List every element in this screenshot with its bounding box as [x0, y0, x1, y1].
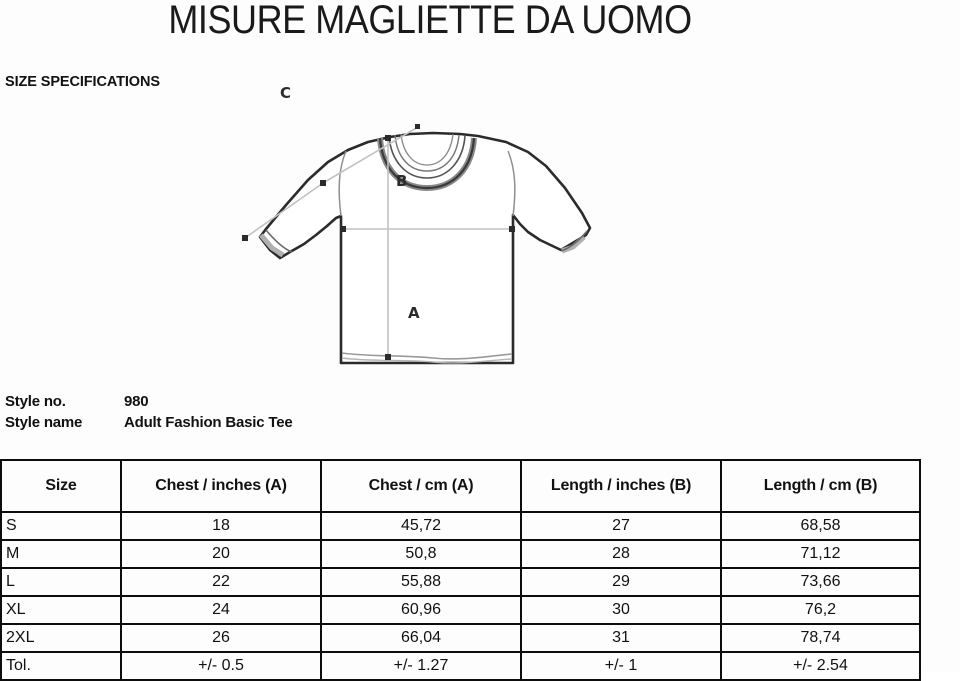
measure-line-c-ext	[322, 126, 419, 184]
cell-size: 2XL	[0, 623, 122, 653]
tshirt-illustration	[242, 124, 592, 365]
hem-wave-2	[341, 357, 513, 364]
collar-rib-3	[400, 133, 454, 166]
measure-label-chest: A	[408, 304, 420, 322]
size-chart-table: Size Chest / inches (A) Chest / cm (A) L…	[0, 459, 921, 681]
cell-chest-inches: 26	[120, 623, 322, 653]
cell-size: L	[0, 567, 122, 597]
table-row: L 22 55,88 29 73,66	[0, 567, 921, 597]
left-sleeve-hem-line	[265, 229, 293, 253]
measure-label-length: B	[396, 172, 408, 190]
style-no-value: 980	[124, 393, 149, 410]
measure-c-marker-sleeve	[242, 235, 248, 241]
style-no-label: Style no.	[5, 393, 66, 410]
collar-outer-line	[378, 137, 476, 190]
cell-length-cm: +/- 2.54	[720, 651, 921, 681]
left-sleeve-hem-band	[259, 233, 285, 258]
cell-length-cm: 73,66	[720, 567, 921, 597]
left-armhole-seam	[338, 150, 347, 217]
cell-chest-cm: +/- 1.27	[320, 651, 522, 681]
style-name-value: Adult Fashion Basic Tee	[124, 414, 293, 431]
table-row: S 18 45,72 27 68,58	[0, 511, 921, 541]
column-header-length-in: Length / inches (B)	[520, 459, 722, 513]
cell-length-cm: 68,58	[720, 511, 921, 541]
cell-chest-inches: 20	[120, 539, 322, 569]
cell-chest-cm: 45,72	[320, 511, 522, 541]
collar-rib-2	[394, 134, 460, 172]
measure-b-marker-bottom	[385, 354, 391, 360]
cell-length-inches: 29	[520, 567, 722, 597]
cell-length-inches: +/- 1	[520, 651, 722, 681]
cell-length-inches: 27	[520, 511, 722, 541]
cell-size: Tol.	[0, 651, 122, 681]
column-header-size: Size	[0, 459, 122, 513]
tshirt-outline	[258, 131, 592, 365]
hem-wave-1	[341, 352, 513, 360]
cell-length-inches: 28	[520, 539, 722, 569]
table-header-row: Size Chest / inches (A) Chest / cm (A) L…	[0, 459, 921, 513]
cell-length-cm: 76,2	[720, 595, 921, 625]
cell-chest-cm: 66,04	[320, 623, 522, 653]
measure-c-marker-neck	[415, 124, 420, 129]
collar-rib-1	[388, 135, 466, 179]
cell-chest-inches: +/- 0.5	[120, 651, 322, 681]
cell-chest-cm: 55,88	[320, 567, 522, 597]
style-no-row: Style no. 980	[5, 391, 293, 412]
right-sleeve-hem-line	[560, 230, 588, 252]
measure-line-c	[244, 182, 324, 239]
tshirt-diagram: C B A	[228, 72, 618, 384]
style-info: Style no. 980 Style name Adult Fashion B…	[5, 391, 293, 433]
measure-b-marker-top	[385, 135, 391, 141]
column-header-chest-in: Chest / inches (A)	[120, 459, 322, 513]
cell-size: M	[0, 539, 122, 569]
cell-length-cm: 78,74	[720, 623, 921, 653]
right-armhole-seam	[507, 150, 516, 217]
table-row: M 20 50,8 28 71,12	[0, 539, 921, 569]
cell-chest-cm: 60,96	[320, 595, 522, 625]
page-title: MISURE MAGLIETTE DA UOMO	[168, 0, 692, 42]
cell-length-inches: 31	[520, 623, 722, 653]
cell-chest-inches: 22	[120, 567, 322, 597]
measure-label-shoulder: C	[280, 84, 292, 102]
style-name-row: Style name Adult Fashion Basic Tee	[5, 412, 293, 433]
cell-length-cm: 71,12	[720, 539, 921, 569]
cell-size: S	[0, 511, 122, 541]
table-row: 2XL 26 66,04 31 78,74	[0, 623, 921, 653]
table-row-tolerance: Tol. +/- 0.5 +/- 1.27 +/- 1 +/- 2.54	[0, 651, 921, 681]
column-header-chest-cm: Chest / cm (A)	[320, 459, 522, 513]
column-header-length-cm: Length / cm (B)	[720, 459, 921, 513]
table-row: XL 24 60,96 30 76,2	[0, 595, 921, 625]
cell-chest-inches: 18	[120, 511, 322, 541]
cell-chest-cm: 50,8	[320, 539, 522, 569]
cell-length-inches: 30	[520, 595, 722, 625]
measure-c-marker-shoulder	[320, 180, 326, 186]
measure-a-marker-left	[340, 226, 346, 232]
cell-size: XL	[0, 595, 122, 625]
size-specifications-label: SIZE SPECIFICATIONS	[5, 74, 160, 90]
measure-a-marker-right	[509, 226, 515, 232]
cell-chest-inches: 24	[120, 595, 322, 625]
style-name-label: Style name	[5, 414, 83, 431]
